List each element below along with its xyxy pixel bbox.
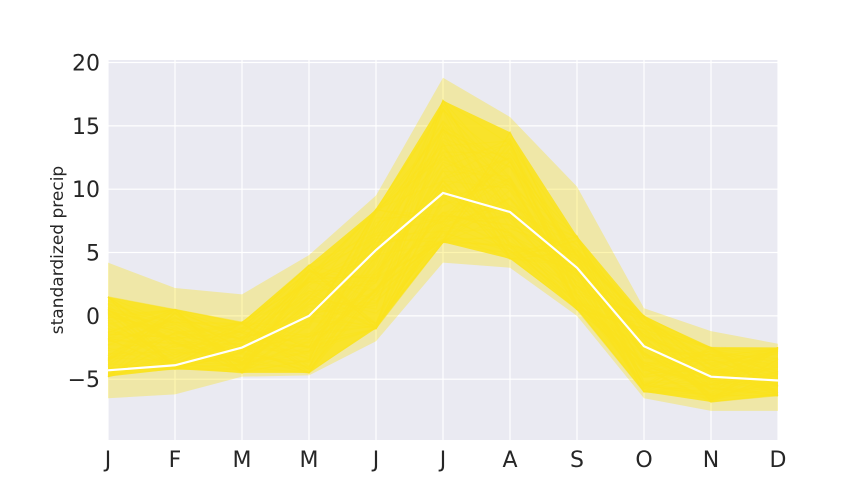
mean-line bbox=[107, 191, 779, 382]
y-axis-label: standardized precip bbox=[48, 166, 68, 334]
y-tick-label: 10 bbox=[72, 178, 100, 203]
y-tick-label: −5 bbox=[68, 368, 100, 393]
x-tick-label: M bbox=[233, 448, 252, 473]
y-tick-label: 20 bbox=[72, 52, 100, 77]
y-axis-ticks: −5 0 5 10 15 20 bbox=[68, 52, 100, 394]
x-tick-label: D bbox=[770, 448, 787, 473]
x-tick-label: J bbox=[371, 448, 380, 473]
x-tick-label: O bbox=[635, 448, 652, 473]
y-tick-label: 0 bbox=[86, 305, 100, 330]
y-tick-label: 15 bbox=[72, 115, 100, 140]
x-tick-label: M bbox=[300, 448, 319, 473]
y-tick-label: 5 bbox=[86, 242, 100, 267]
x-tick-label: N bbox=[703, 448, 719, 473]
x-tick-label: F bbox=[169, 448, 182, 473]
ensemble-lines bbox=[107, 77, 779, 411]
x-tick-label: J bbox=[103, 448, 112, 473]
ensemble-core-envelope bbox=[108, 100, 778, 403]
x-tick-label: A bbox=[502, 448, 517, 473]
mean-line-group bbox=[107, 191, 779, 382]
x-tick-label: S bbox=[570, 448, 584, 473]
x-tick-label: J bbox=[438, 448, 447, 473]
